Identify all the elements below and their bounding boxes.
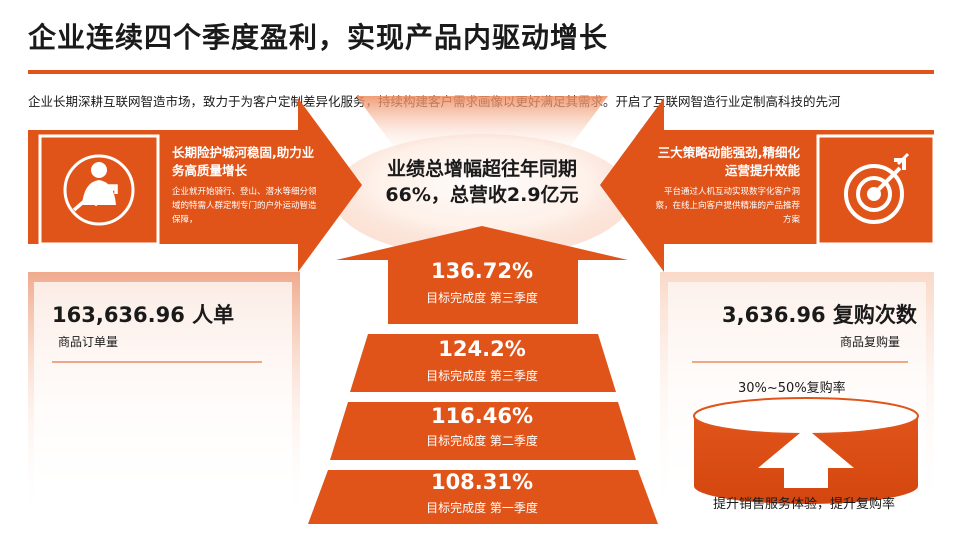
step-2-label: 目标完成度 第三季度 bbox=[426, 369, 538, 383]
step-1-label: 目标完成度 第三季度 bbox=[426, 291, 538, 305]
left-panel-body: 企业就开始骑行、登山、潜水等细分领域的特需人群定制专门的户外运动智造保障， bbox=[172, 187, 317, 225]
target-arrow-icon bbox=[844, 152, 910, 224]
repurchase-stat-value: 3,636.96 复购次数 bbox=[722, 303, 917, 327]
businessman-growth-icon bbox=[63, 154, 135, 226]
right-panel-heading: 三大策略动能强劲,精细化运营提升效能 bbox=[657, 145, 800, 178]
right-panel-body: 平台通过人机互动实现数字化客户洞察，在线上向客户提供精准的产品推荐方案 bbox=[655, 187, 800, 225]
orders-stat-value: 163,636.96 人单 bbox=[52, 303, 235, 327]
step-1-value: 136.72% bbox=[430, 259, 534, 283]
step-3-label: 目标完成度 第二季度 bbox=[426, 434, 538, 448]
repurchase-stat-label: 商品复购量 bbox=[840, 335, 901, 349]
step-3-shape bbox=[330, 402, 636, 460]
title-divider bbox=[28, 70, 934, 74]
center-glow bbox=[332, 134, 632, 258]
left-stat-panel-fade bbox=[34, 282, 292, 520]
step-2-shape bbox=[350, 334, 616, 392]
step-2-value: 124.2% bbox=[438, 337, 526, 361]
orders-stat-label: 商品订单量 bbox=[58, 335, 119, 349]
step-1-shape bbox=[336, 226, 628, 324]
step-4-value: 108.31% bbox=[430, 470, 534, 494]
growth-steps-arrow bbox=[308, 226, 658, 524]
step-4-label: 目标完成度 第一季度 bbox=[426, 501, 538, 515]
step-3-value: 116.46% bbox=[430, 404, 534, 428]
center-headline: 业绩总增幅超往年同期66%，总营收2.9亿元 bbox=[385, 158, 579, 206]
repurchase-rate: 30%~50%复购率 bbox=[738, 381, 846, 396]
repurchase-up-arrow-icon bbox=[758, 428, 854, 488]
page-title: 企业连续四个季度盈利，实现产品内驱动增长 bbox=[28, 21, 609, 54]
step-4-shape bbox=[308, 470, 658, 524]
left-panel-heading: 长期险护城河稳固,助力业务高质量增长 bbox=[172, 145, 315, 178]
repurchase-caption: 提升销售服务体验，提升复购率 bbox=[713, 497, 896, 512]
